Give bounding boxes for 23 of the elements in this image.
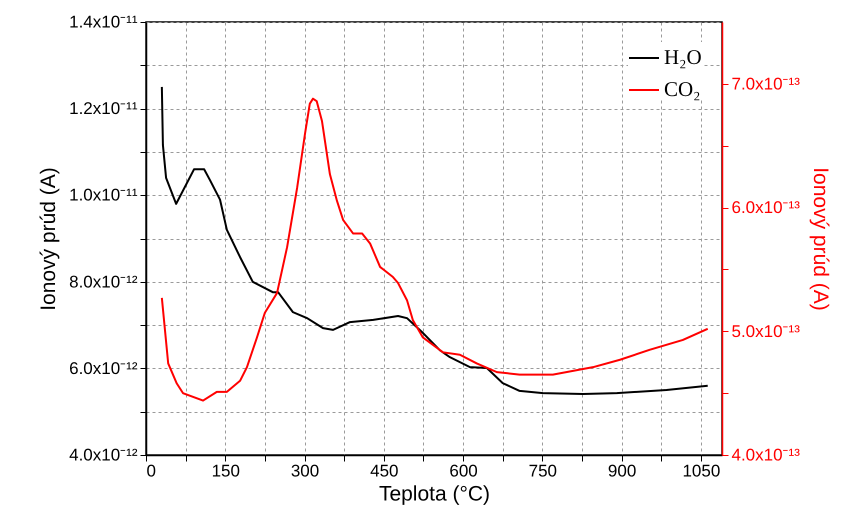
x-tick-label: 900 bbox=[608, 462, 636, 480]
x-axis-title: Teplota (°C) bbox=[378, 482, 490, 506]
x-tick-label: 600 bbox=[449, 462, 478, 480]
y2-tick-label: 4.0x10⁻¹³ bbox=[732, 446, 800, 464]
x-tick-label: 150 bbox=[212, 462, 240, 480]
x-tick-label: 0 bbox=[146, 462, 156, 480]
y2-tick-label: 5.0x10⁻¹³ bbox=[732, 322, 800, 341]
y-axis-title: Ionový prúd (A) bbox=[37, 167, 60, 311]
y-tick-label: 6.0x10⁻¹² bbox=[69, 358, 138, 378]
y-tick-label: 1.0x10⁻¹¹ bbox=[69, 186, 138, 205]
x-tick-label: 1050 bbox=[682, 462, 720, 480]
y-tick-label: 1.4x10⁻¹¹ bbox=[69, 12, 138, 32]
legend-label: H₂O bbox=[664, 45, 702, 69]
legend-label: CO₂ bbox=[664, 77, 700, 101]
y-tick-label: 1.2x10⁻¹¹ bbox=[69, 99, 138, 118]
x-tick-label: 750 bbox=[528, 462, 558, 480]
y2-axis-title: Ionový prúd (A) bbox=[808, 167, 832, 311]
y-tick-label: 4.0x10⁻¹² bbox=[69, 446, 138, 464]
x-tick-label: 450 bbox=[370, 462, 398, 480]
x-tick-label: 300 bbox=[290, 462, 320, 480]
y2-tick-label: 6.0x10⁻¹³ bbox=[732, 198, 800, 218]
y-tick-label: 8.0x10⁻¹² bbox=[69, 272, 138, 292]
y2-tick-label: 7.0x10⁻¹³ bbox=[732, 74, 800, 94]
